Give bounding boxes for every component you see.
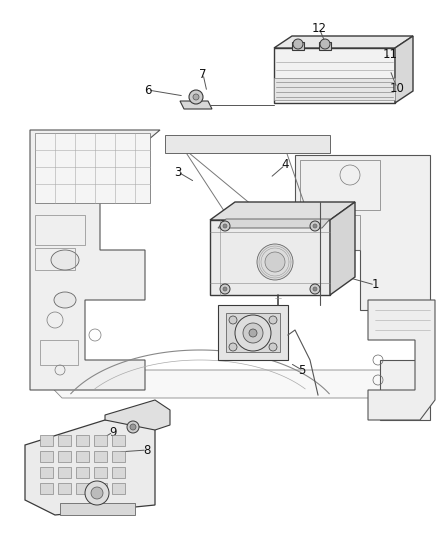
Bar (40, 483, 53, 494)
Circle shape (127, 421, 139, 433)
Polygon shape (226, 313, 280, 352)
Bar (58, 435, 71, 446)
Text: 12: 12 (311, 21, 326, 35)
Polygon shape (105, 400, 170, 430)
Bar (112, 467, 125, 478)
Polygon shape (210, 202, 355, 220)
Bar (94, 467, 107, 478)
Circle shape (293, 39, 303, 49)
Bar (58, 451, 71, 462)
Bar (292, 42, 304, 50)
Circle shape (189, 90, 203, 104)
Polygon shape (295, 155, 430, 420)
Bar (76, 467, 89, 478)
Polygon shape (218, 305, 288, 360)
Text: 11: 11 (382, 47, 398, 61)
Circle shape (235, 315, 271, 351)
Circle shape (223, 224, 227, 228)
Circle shape (249, 329, 257, 337)
Bar (76, 451, 89, 462)
Polygon shape (60, 503, 135, 515)
Bar (112, 435, 125, 446)
Circle shape (269, 316, 277, 324)
Polygon shape (274, 36, 413, 48)
Polygon shape (180, 101, 212, 109)
Bar (274, 78, 395, 100)
Circle shape (91, 487, 103, 499)
Bar (40, 467, 53, 478)
Text: 6: 6 (144, 84, 152, 96)
Polygon shape (274, 48, 395, 103)
Text: 5: 5 (298, 364, 306, 376)
Text: 4: 4 (281, 158, 289, 172)
Bar (40, 435, 53, 446)
Circle shape (220, 221, 230, 231)
Circle shape (269, 343, 277, 351)
Bar (76, 435, 89, 446)
Bar (112, 451, 125, 462)
Ellipse shape (51, 250, 79, 270)
Text: 2: 2 (244, 338, 252, 351)
Bar (165, 135, 330, 153)
Bar (305, 215, 360, 250)
Text: 9: 9 (109, 425, 117, 439)
Circle shape (310, 221, 320, 231)
Bar (76, 483, 89, 494)
Circle shape (220, 284, 230, 294)
Bar (35, 248, 75, 270)
Circle shape (223, 287, 227, 291)
Circle shape (229, 316, 237, 324)
Text: 10: 10 (389, 82, 404, 94)
Circle shape (310, 284, 320, 294)
Circle shape (130, 424, 136, 430)
Bar (300, 160, 380, 210)
Circle shape (257, 244, 293, 280)
Text: 7: 7 (199, 68, 207, 80)
Text: 3: 3 (174, 166, 182, 179)
Bar (35, 133, 150, 203)
Polygon shape (330, 202, 355, 295)
Bar (94, 451, 107, 462)
Text: 8: 8 (143, 443, 151, 456)
Bar (94, 435, 107, 446)
Polygon shape (395, 36, 413, 103)
Polygon shape (30, 130, 160, 390)
Circle shape (265, 252, 285, 272)
Bar (40, 340, 78, 365)
Ellipse shape (54, 292, 76, 308)
Circle shape (313, 287, 317, 291)
Bar (40, 451, 53, 462)
Circle shape (243, 323, 263, 343)
Bar (112, 483, 125, 494)
Polygon shape (368, 300, 435, 420)
Bar (58, 483, 71, 494)
Bar (94, 483, 107, 494)
Circle shape (313, 224, 317, 228)
Polygon shape (35, 370, 415, 398)
Circle shape (320, 39, 330, 49)
Circle shape (229, 343, 237, 351)
Bar (319, 42, 331, 50)
Bar (35, 215, 85, 245)
Bar (58, 467, 71, 478)
Polygon shape (218, 219, 330, 228)
Polygon shape (25, 415, 155, 515)
Polygon shape (210, 220, 330, 295)
Text: 1: 1 (371, 279, 379, 292)
Circle shape (193, 94, 199, 100)
Circle shape (85, 481, 109, 505)
